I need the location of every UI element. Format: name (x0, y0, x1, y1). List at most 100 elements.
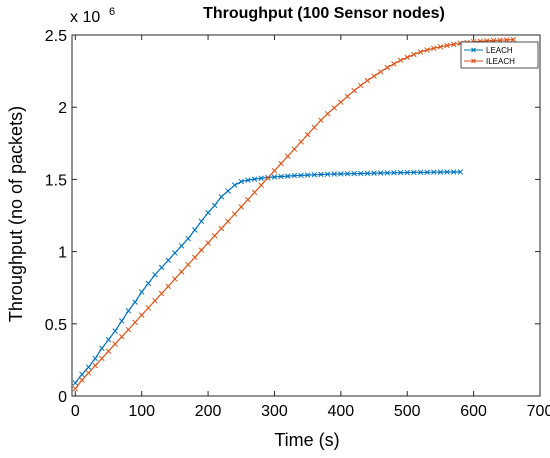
data-point-leach (384, 170, 391, 176)
data-point-leach (358, 170, 364, 177)
data-point-ileach (211, 232, 218, 239)
y-tick-label: 2.5 (45, 28, 67, 45)
x-tick-label: 600 (460, 403, 487, 420)
data-point-leach (79, 371, 85, 378)
data-point-ileach (271, 167, 278, 174)
data-point-ileach (125, 326, 132, 333)
legend-label: ILEACH (486, 57, 515, 66)
data-point-leach (271, 174, 278, 180)
data-point-leach (417, 169, 424, 176)
data-point-ileach (99, 355, 105, 362)
data-point-ileach (238, 204, 245, 210)
x-tick-label: 0 (71, 403, 80, 420)
data-point-leach (450, 169, 457, 175)
data-point-ileach (265, 175, 271, 181)
data-point-leach (391, 170, 397, 176)
data-point-leach (211, 202, 218, 209)
data-point-leach (192, 227, 198, 233)
data-point-leach (178, 243, 185, 249)
data-point-ileach (404, 54, 410, 61)
data-point-leach (138, 289, 145, 295)
data-point-leach (291, 172, 298, 179)
data-point-ileach (437, 44, 444, 50)
axes-box (71, 34, 541, 397)
data-point-ileach (79, 377, 85, 383)
data-point-ileach (192, 254, 198, 261)
data-point-leach (99, 345, 105, 352)
y-exponent-base: x 10 (70, 9, 100, 26)
data-point-ileach (145, 305, 152, 311)
data-point-leach (158, 264, 165, 271)
data-point-leach (132, 299, 138, 305)
data-point-leach (85, 364, 92, 370)
data-point-leach (218, 193, 225, 200)
data-point-ileach (298, 139, 304, 145)
data-point-ileach (318, 117, 324, 123)
data-point-leach (444, 169, 450, 175)
data-point-leach (145, 280, 152, 287)
data-point-ileach (178, 269, 185, 275)
data-point-leach (245, 177, 251, 183)
data-point-ileach (278, 160, 284, 167)
data-point-leach (351, 170, 357, 177)
data-point-ileach (358, 82, 364, 89)
data-point-leach (198, 218, 205, 225)
data-point-leach (125, 308, 132, 314)
data-point-ileach (251, 189, 258, 196)
data-point-ileach (105, 348, 112, 354)
data-point-leach (411, 169, 417, 176)
data-point-leach (424, 169, 430, 176)
data-point-ileach (165, 283, 172, 290)
data-point-ileach (397, 57, 404, 64)
y-exponent-power: 6 (109, 6, 115, 18)
x-tick-label: 300 (261, 403, 288, 420)
data-point-ileach (72, 386, 79, 392)
data-point-ileach (185, 261, 191, 268)
data-point-ileach (284, 153, 291, 160)
data-point-ileach (411, 51, 417, 58)
data-point-ileach (444, 42, 450, 49)
data-point-ileach (245, 196, 251, 203)
data-point-ileach (504, 37, 510, 43)
data-point-leach (457, 169, 464, 175)
data-point-ileach (218, 225, 225, 232)
x-tick-label: 100 (128, 403, 155, 420)
data-point-ileach (510, 36, 517, 43)
data-point-ileach (391, 61, 397, 67)
data-point-ileach (351, 87, 357, 94)
data-point-ileach (132, 319, 138, 326)
data-point-leach (172, 250, 178, 256)
data-point-leach (185, 235, 191, 242)
data-point-leach (152, 271, 158, 278)
data-point-ileach (364, 77, 371, 84)
legend: LEACH ILEACH (460, 41, 539, 69)
data-point-ileach (450, 41, 457, 48)
data-point-leach (225, 188, 231, 194)
data-point-ileach (112, 341, 118, 347)
x-tick-label: 200 (195, 403, 222, 420)
data-point-leach (331, 171, 337, 177)
data-point-ileach (138, 312, 145, 318)
y-tick-label: 1.5 (45, 172, 67, 189)
data-point-ileach (291, 146, 298, 152)
x-tick-label: 700 (527, 403, 550, 420)
data-point-leach (119, 318, 125, 324)
data-point-ileach (371, 73, 377, 79)
x-tick-label: 500 (394, 403, 421, 420)
data-point-leach (437, 169, 444, 175)
data-point-leach (338, 171, 344, 177)
data-point-ileach (231, 211, 238, 217)
data-point-ileach (384, 64, 391, 71)
y-tick-label: 0 (58, 389, 67, 406)
chart-title: Throughput (100 Sensor nodes) (203, 5, 445, 22)
data-point-leach (205, 209, 211, 216)
series-line-leach (74, 171, 461, 384)
data-point-leach (318, 171, 324, 178)
data-point-ileach (344, 93, 351, 100)
legend-marker (471, 47, 476, 53)
data-point-leach (92, 355, 98, 362)
data-point-leach (377, 170, 384, 176)
y-axis-label: Throughput (no of packets) (6, 106, 26, 322)
y-tick-label: 1 (58, 245, 67, 262)
